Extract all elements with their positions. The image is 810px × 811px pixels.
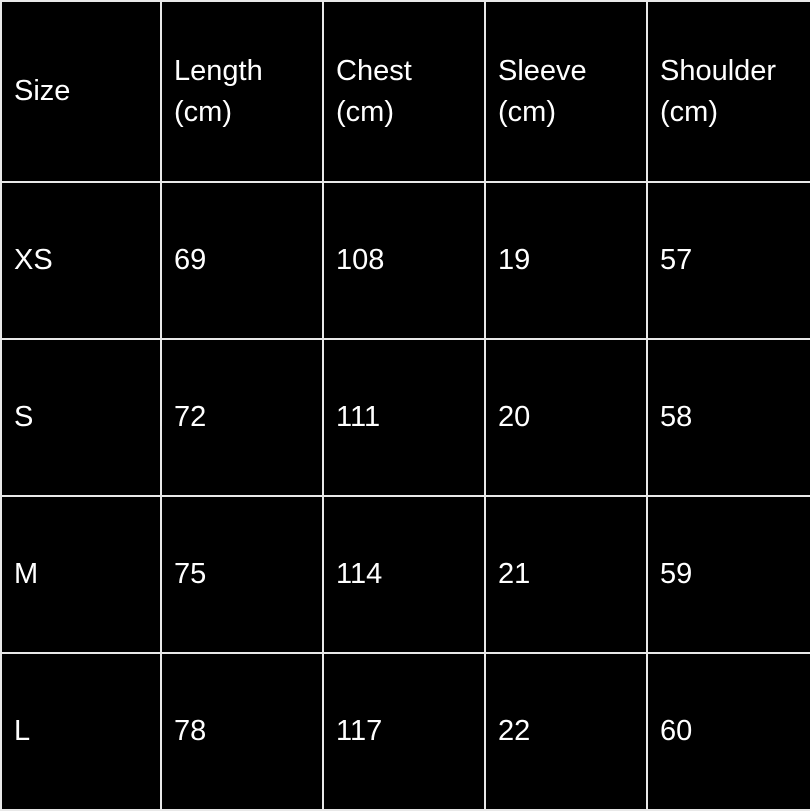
- cell-shoulder: 59: [646, 495, 810, 654]
- cell-size: S: [0, 338, 162, 497]
- cell-chest: 108: [322, 181, 486, 340]
- column-header-size: Size: [0, 0, 162, 183]
- table-row-m: M 75 114 21 59: [0, 495, 810, 654]
- cell-shoulder: 60: [646, 652, 810, 811]
- cell-sleeve: 22: [484, 652, 648, 811]
- cell-length: 75: [160, 495, 324, 654]
- column-header-chest: Chest (cm): [322, 0, 486, 183]
- cell-size: M: [0, 495, 162, 654]
- cell-chest: 117: [322, 652, 486, 811]
- header-row: Size Length (cm) Chest (cm) Sleeve (cm) …: [0, 0, 810, 183]
- cell-length: 72: [160, 338, 324, 497]
- cell-chest: 114: [322, 495, 486, 654]
- cell-sleeve: 21: [484, 495, 648, 654]
- cell-sleeve: 19: [484, 181, 648, 340]
- table-row-s: S 72 111 20 58: [0, 338, 810, 497]
- table-row-xs: XS 69 108 19 57: [0, 181, 810, 340]
- cell-chest: 111: [322, 338, 486, 497]
- column-header-sleeve: Sleeve (cm): [484, 0, 648, 183]
- cell-shoulder: 57: [646, 181, 810, 340]
- cell-size: L: [0, 652, 162, 811]
- cell-length: 78: [160, 652, 324, 811]
- cell-sleeve: 20: [484, 338, 648, 497]
- table-row-l: L 78 117 22 60: [0, 652, 810, 811]
- column-header-length: Length (cm): [160, 0, 324, 183]
- cell-size: XS: [0, 181, 162, 340]
- column-header-shoulder: Shoulder (cm): [646, 0, 810, 183]
- cell-length: 69: [160, 181, 324, 340]
- cell-shoulder: 58: [646, 338, 810, 497]
